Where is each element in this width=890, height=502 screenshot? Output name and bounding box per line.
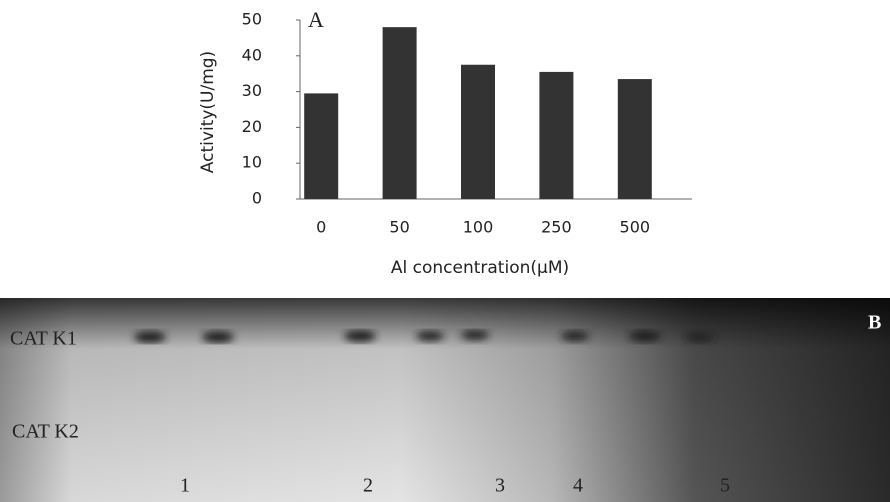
bar: [617, 79, 652, 199]
lane-label: 3: [495, 475, 505, 497]
y-tick-label: 50: [242, 10, 262, 29]
x-tick-label: 0: [316, 218, 326, 237]
panel-label: A: [308, 7, 324, 32]
lane-label: 2: [363, 475, 373, 497]
lane-label: 4: [573, 475, 583, 497]
y-tick-label: 40: [242, 45, 262, 64]
bar: [304, 93, 339, 199]
gel-bands: [134, 330, 714, 343]
x-tick-label: 50: [389, 218, 409, 237]
y-tick-label: 20: [242, 117, 262, 136]
x-tick-label: 100: [463, 218, 494, 237]
gel-panel: CAT K1 CAT K2 B: [0, 298, 890, 502]
x-tick-label: 250: [541, 218, 572, 237]
y-tick-label: 0: [252, 189, 262, 208]
lane-label: 1: [180, 475, 190, 497]
x-axis-title: Al concentration(μM): [391, 258, 569, 278]
bar: [461, 64, 495, 199]
band-label: CAT K2: [12, 421, 79, 443]
y-tick-label: 10: [242, 153, 262, 172]
band-label: CAT K1: [10, 328, 77, 350]
x-tick-label: 500: [620, 218, 651, 237]
gel-shade: [0, 298, 890, 502]
y-axis-title: Activity(U/mg): [198, 51, 218, 173]
bar: [382, 27, 417, 199]
bar: [539, 71, 574, 199]
panel-label: B: [868, 312, 881, 334]
y-tick-label: 30: [242, 81, 262, 100]
lane-label: 5: [720, 475, 730, 497]
